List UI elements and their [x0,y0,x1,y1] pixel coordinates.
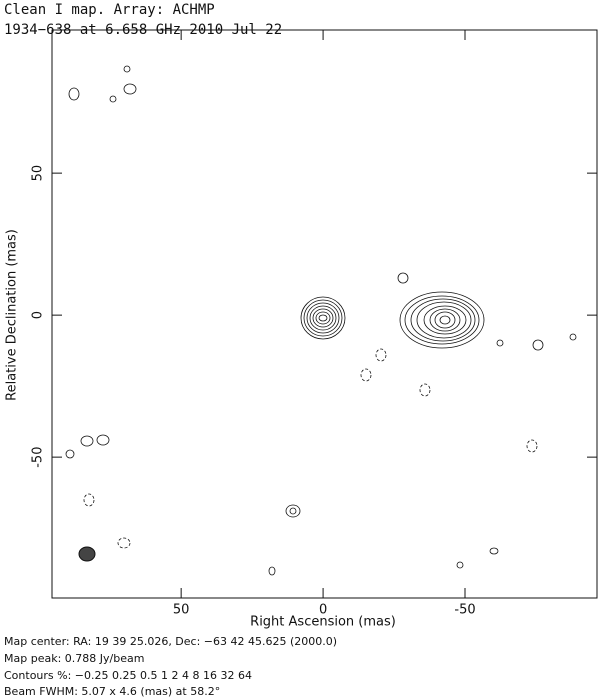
x-tick-label: -50 [454,603,475,618]
y-axis-label: Relative Declination (mas) [5,229,20,401]
y-tick-label: 50 [31,165,46,182]
y-tick-label: 0 [31,311,46,319]
beam [78,546,96,562]
contours [65,65,577,576]
note: Map peak: 0.788 Jy/beam [4,652,144,665]
x-tick-label: 0 [319,603,327,618]
y-tick-label: -50 [31,447,46,468]
note: Contours %: −0.25 0.25 0.5 1 2 4 8 16 32… [4,669,252,682]
chart-title: Clean I map. Array: ACHMP [4,2,215,18]
x-axis-label: Right Ascension (mas) [250,615,396,630]
x-tick-label: 50 [173,603,190,618]
note: Beam FWHM: 5.07 x 4.6 (mas) at 58.2° [4,685,220,698]
note: Map center: RA: 19 39 25.026, Dec: −63 4… [4,635,337,648]
plot-frame [51,29,598,599]
